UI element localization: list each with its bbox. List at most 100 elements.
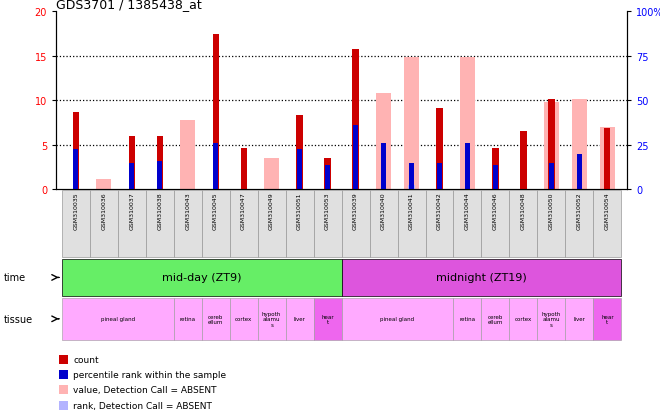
FancyBboxPatch shape [174,298,201,340]
Bar [460,58,475,190]
Bar [409,163,414,190]
Text: hypoth
alamu
s: hypoth alamu s [542,311,561,327]
Text: hypoth
alamu
s: hypoth alamu s [262,311,281,327]
Bar [296,115,303,190]
Bar [325,159,331,190]
Text: GSM310043: GSM310043 [185,192,190,230]
Text: hear
t: hear t [601,314,614,324]
Text: cortex: cortex [235,316,252,322]
FancyBboxPatch shape [90,191,117,257]
Text: tissue: tissue [3,314,32,324]
FancyBboxPatch shape [201,298,230,340]
Text: GSM310049: GSM310049 [269,192,274,230]
Bar [520,131,527,190]
FancyBboxPatch shape [482,191,510,257]
Text: retina: retina [459,316,476,322]
FancyBboxPatch shape [510,298,537,340]
FancyBboxPatch shape [230,298,257,340]
Text: GSM310053: GSM310053 [325,192,330,230]
FancyBboxPatch shape [257,298,286,340]
FancyBboxPatch shape [117,191,146,257]
Bar [213,35,218,190]
Bar [240,149,247,190]
FancyBboxPatch shape [146,191,174,257]
Text: pineal gland: pineal gland [100,316,135,322]
FancyBboxPatch shape [482,298,510,340]
Text: hear
t: hear t [321,314,334,324]
Bar [492,149,498,190]
Text: cortex: cortex [515,316,532,322]
Text: liver: liver [294,316,306,322]
Text: GSM310035: GSM310035 [73,192,78,230]
Text: GSM310046: GSM310046 [493,192,498,230]
Text: GSM310039: GSM310039 [353,192,358,230]
Bar [73,150,78,190]
Text: GSM310044: GSM310044 [465,192,470,230]
Text: count: count [73,355,99,364]
Text: GSM310047: GSM310047 [241,192,246,230]
Bar [437,163,442,190]
Bar [436,109,443,190]
Text: GSM310045: GSM310045 [213,192,218,230]
FancyBboxPatch shape [257,191,286,257]
FancyBboxPatch shape [342,298,453,340]
Bar [353,126,358,190]
FancyBboxPatch shape [397,191,426,257]
FancyBboxPatch shape [61,298,174,340]
Bar [156,137,163,190]
Bar [264,159,279,190]
Bar [381,144,386,190]
FancyBboxPatch shape [537,191,566,257]
Bar [157,161,162,190]
FancyBboxPatch shape [314,191,342,257]
Text: cereb
ellum: cereb ellum [208,314,223,324]
FancyBboxPatch shape [314,298,342,340]
Bar [549,163,554,190]
Bar [129,163,134,190]
Bar [544,103,559,190]
Text: percentile rank within the sample: percentile rank within the sample [73,370,226,379]
Text: retina: retina [180,316,196,322]
Text: mid-day (ZT9): mid-day (ZT9) [162,273,242,283]
Text: GSM310052: GSM310052 [577,192,582,230]
FancyBboxPatch shape [593,298,622,340]
Text: cereb
ellum: cereb ellum [488,314,503,324]
FancyBboxPatch shape [453,191,482,257]
Bar [240,182,247,190]
FancyBboxPatch shape [510,191,537,257]
Text: GDS3701 / 1385438_at: GDS3701 / 1385438_at [56,0,202,11]
FancyBboxPatch shape [566,298,593,340]
Bar [129,137,135,190]
FancyBboxPatch shape [61,191,90,257]
Text: midnight (ZT19): midnight (ZT19) [436,273,527,283]
Text: pineal gland: pineal gland [380,316,414,322]
Bar [493,165,498,190]
FancyBboxPatch shape [286,191,313,257]
FancyBboxPatch shape [230,191,257,257]
FancyBboxPatch shape [342,260,622,296]
Bar [376,94,391,190]
Text: value, Detection Call = ABSENT: value, Detection Call = ABSENT [73,385,216,394]
Bar [297,150,302,190]
Bar [180,121,195,190]
Text: GSM310042: GSM310042 [437,192,442,230]
Bar [577,154,582,190]
Bar [404,58,419,190]
Text: GSM310050: GSM310050 [549,192,554,230]
Text: rank, Detection Call = ABSENT: rank, Detection Call = ABSENT [73,401,212,410]
Bar [465,144,470,190]
Text: GSM310038: GSM310038 [157,192,162,230]
FancyBboxPatch shape [426,191,453,257]
Text: GSM310054: GSM310054 [605,192,610,230]
Bar [96,179,112,190]
Text: GSM310037: GSM310037 [129,192,134,230]
Bar [73,113,79,190]
FancyBboxPatch shape [342,191,370,257]
Text: GSM310048: GSM310048 [521,192,526,230]
Bar [548,100,554,190]
Bar [409,185,414,190]
Text: GSM310040: GSM310040 [381,192,386,230]
FancyBboxPatch shape [537,298,566,340]
Bar [352,50,358,190]
Text: liver: liver [574,316,585,322]
